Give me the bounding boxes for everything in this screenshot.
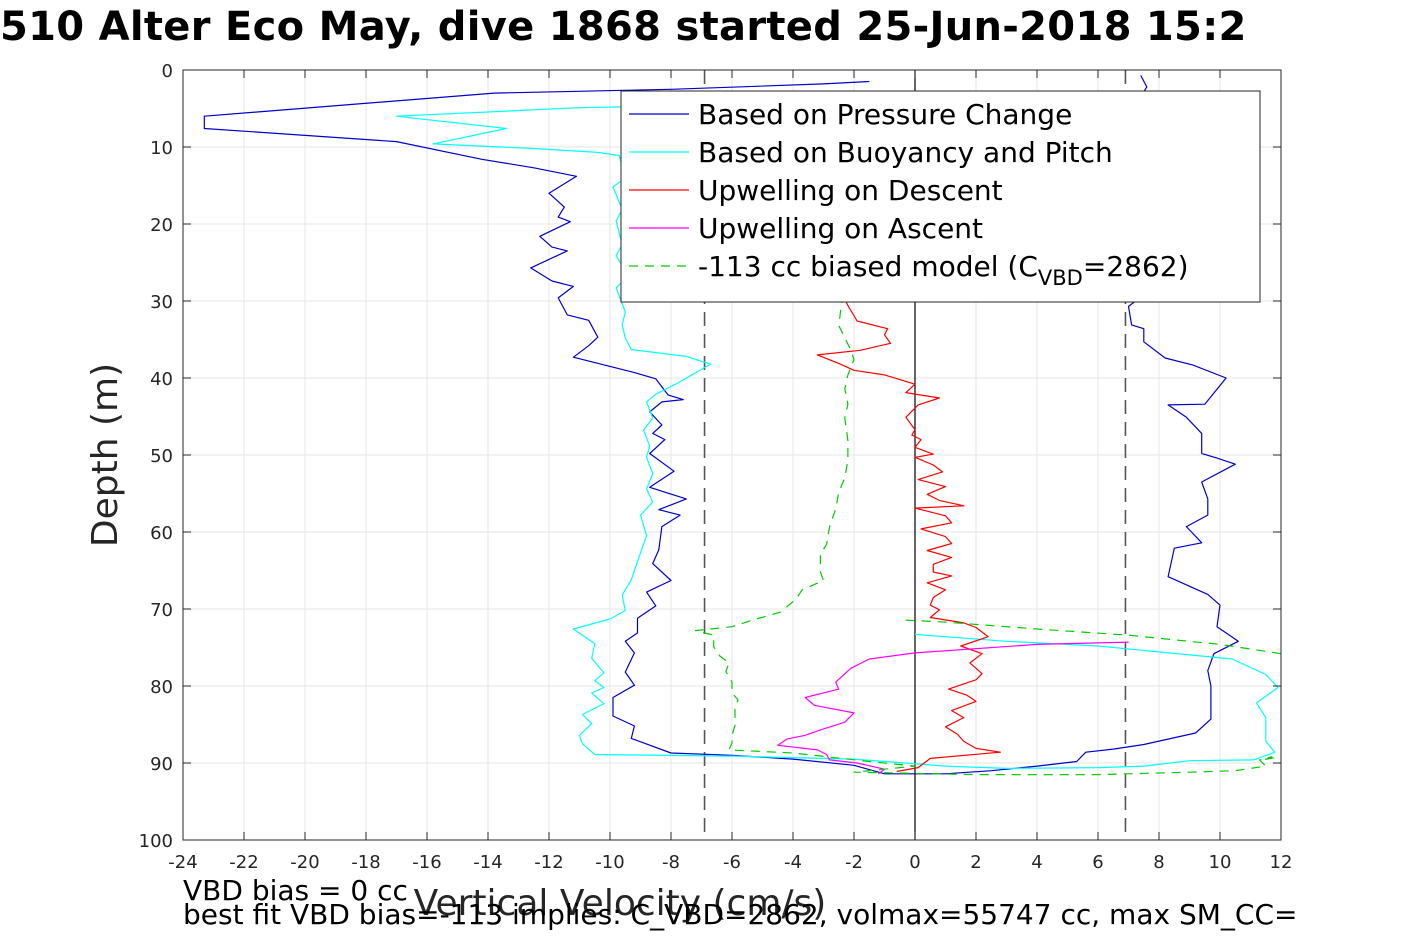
legend-label: Based on Buoyancy and Pitch <box>698 136 1113 169</box>
series-line-4 <box>694 277 1281 776</box>
legend-label-suffix: =2862) <box>1083 250 1189 283</box>
x-axis-label: Vertical Velocity (cm/s) <box>414 883 827 924</box>
y-tick-label: 0 <box>162 61 173 82</box>
y-tick-label: 20 <box>150 215 173 236</box>
x-tick-label: -4 <box>784 852 802 873</box>
legend-label: Upwelling on Descent <box>698 174 1003 207</box>
x-tick-label: -16 <box>412 852 441 873</box>
series-line-1 <box>395 104 1279 769</box>
y-tick-label: 50 <box>150 446 173 467</box>
y-tick-label: 30 <box>150 292 173 313</box>
y-tick-label: 90 <box>150 754 173 775</box>
legend-label-subscript: VBD <box>1038 266 1083 290</box>
x-tick-label: -14 <box>473 852 502 873</box>
series-group <box>203 75 1281 776</box>
x-tick-label: 12 <box>1270 852 1293 873</box>
x-tick-label: 0 <box>909 852 920 873</box>
chart-title: 510 Alter Eco May, dive 1868 started 25-… <box>0 4 1247 50</box>
series-line-0 <box>203 75 1239 775</box>
x-tick-label: -22 <box>229 852 258 873</box>
legend: Based on Pressure Change Based on Buoyanc… <box>620 90 1261 303</box>
y-tick-label: 100 <box>139 831 173 852</box>
y-tick-label: 70 <box>150 600 173 621</box>
x-tick-label: -8 <box>662 852 680 873</box>
x-tick-label: 10 <box>1209 852 1232 873</box>
x-tick-label: -18 <box>351 852 380 873</box>
y-tick-label: 10 <box>150 138 173 159</box>
x-tick-label: -2 <box>845 852 863 873</box>
y-axis-label: Depth (m) <box>85 363 126 547</box>
series-line-5 <box>899 619 1281 655</box>
legend-box <box>620 90 1261 303</box>
x-tick-label: 6 <box>1092 852 1103 873</box>
vbd-bias-note: VBD bias = 0 cc <box>183 874 408 907</box>
x-tick-label: -20 <box>290 852 319 873</box>
x-tick-label: -10 <box>595 852 624 873</box>
x-tick-label: -6 <box>723 852 741 873</box>
series-line-2 <box>631 120 1001 773</box>
y-tick-label: 80 <box>150 677 173 698</box>
y-tick-label: 60 <box>150 523 173 544</box>
x-tick-label: 8 <box>1153 852 1164 873</box>
y-tick-label: 40 <box>150 369 173 390</box>
best-fit-note: best fit VBD bias=-113 implies: C_VBD=28… <box>183 898 1298 931</box>
x-tick-label: -12 <box>534 852 563 873</box>
legend-label: Based on Pressure Change <box>698 98 1072 131</box>
series-line-3 <box>777 641 1129 775</box>
x-tick-label: 2 <box>970 852 981 873</box>
legend-label: Upwelling on Ascent <box>698 212 983 245</box>
x-tick-label: 4 <box>1031 852 1042 873</box>
x-tick-label: -24 <box>168 852 197 873</box>
